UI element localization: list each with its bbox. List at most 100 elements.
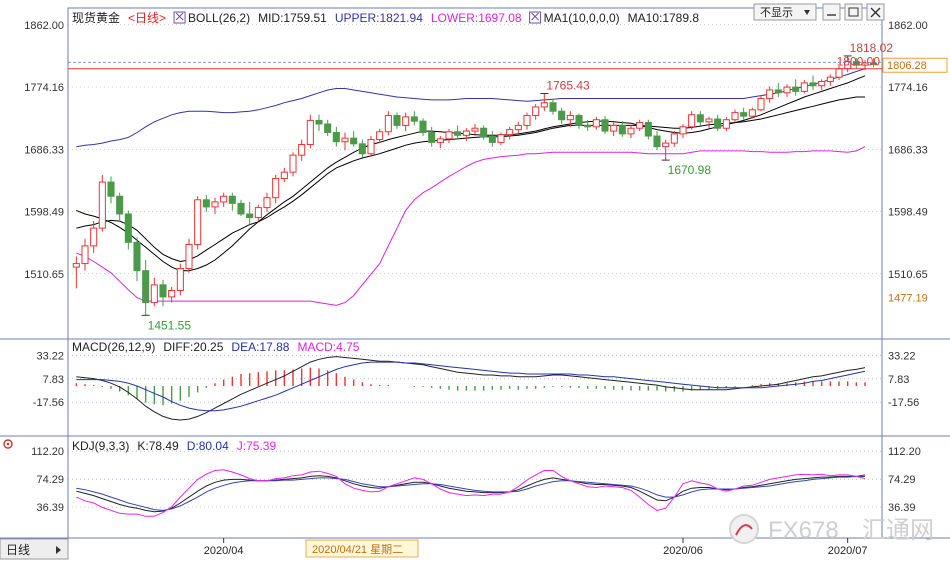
candle-down xyxy=(358,143,366,155)
macd-diff-line xyxy=(76,356,866,421)
candle-up xyxy=(298,144,306,156)
candle-down xyxy=(237,202,245,215)
indicator-icon xyxy=(175,12,184,21)
macd-dea-line xyxy=(76,361,866,412)
visibility-dropdown-label[interactable]: 不显示 xyxy=(760,6,793,19)
macd-ytick-left: 7.83 xyxy=(43,374,64,386)
candle-up xyxy=(402,116,410,126)
candle-up xyxy=(818,80,826,87)
period-selector[interactable]: <日线> xyxy=(128,11,166,25)
kdj-ytick-left: 74.29 xyxy=(36,474,64,486)
candle-up xyxy=(306,119,314,146)
low-marker-label: 1477.19 xyxy=(888,292,928,304)
kdj-j-value: J:75.39 xyxy=(237,439,277,453)
candle-up xyxy=(514,124,522,131)
candle-up xyxy=(168,290,176,298)
candle-down xyxy=(488,136,496,143)
candle-down xyxy=(792,86,800,92)
candle-up xyxy=(800,82,808,92)
candle-up xyxy=(523,114,531,126)
macd-params: MACD(26,12,9) xyxy=(72,340,155,354)
candle-up xyxy=(532,106,540,116)
candle-down xyxy=(332,131,340,143)
candle-down xyxy=(315,119,323,125)
candle-down xyxy=(644,122,652,137)
candle-up xyxy=(185,243,193,270)
kdj-ytick-right: 74.29 xyxy=(888,474,916,486)
candle-up xyxy=(748,109,756,117)
candle-up xyxy=(722,119,730,129)
candle-down xyxy=(246,213,254,219)
period-tab-label[interactable]: 日线 xyxy=(6,543,30,557)
candle-up xyxy=(627,127,635,135)
minimize-button[interactable] xyxy=(822,3,841,21)
candle-up xyxy=(254,207,262,219)
candle-up xyxy=(662,142,670,148)
candle-up xyxy=(263,197,271,209)
candle-down xyxy=(774,89,782,94)
visibility-dropdown[interactable] xyxy=(753,3,817,21)
series-upper-line xyxy=(76,68,866,148)
candle-up xyxy=(592,119,600,128)
macd-diff-value: DIFF:20.25 xyxy=(163,340,223,354)
price-ytick-left: 1774.16 xyxy=(24,82,64,94)
restore-icon xyxy=(848,7,859,17)
candle-down xyxy=(133,241,141,272)
period-tab[interactable] xyxy=(0,538,69,560)
candle-up xyxy=(540,102,548,108)
chart-frame xyxy=(67,7,883,539)
candle-down xyxy=(601,119,609,132)
candle-up xyxy=(826,76,834,82)
candle-up xyxy=(384,114,392,133)
candle-up xyxy=(272,178,280,199)
macd-ytick-right: 33.22 xyxy=(888,350,916,362)
kdj-ytick-right: 112.20 xyxy=(888,446,921,458)
candle-down xyxy=(419,120,427,133)
settings-icon[interactable] xyxy=(3,439,13,449)
candle-down xyxy=(142,270,150,304)
candle-up xyxy=(566,114,574,121)
annotation-label: 1451.55 xyxy=(148,318,192,332)
kdj-params: KDJ(9,3,3) xyxy=(72,439,129,453)
watermark-cn: 汇通网 xyxy=(862,517,934,544)
restore-button[interactable] xyxy=(844,3,863,21)
x-tick-label: 2020/06 xyxy=(663,545,703,557)
macd-ytick-left: 33.22 xyxy=(36,350,64,362)
candle-down xyxy=(549,102,557,112)
macd-ytick-left: -17.56 xyxy=(33,397,64,409)
candle-down xyxy=(809,82,817,87)
watermark-logo-mark xyxy=(735,524,753,536)
settings-icon-dot xyxy=(6,442,10,446)
x-tick-label: 2020/04 xyxy=(204,545,244,557)
candle-up xyxy=(211,201,219,208)
candle-up xyxy=(679,126,687,135)
candle-up xyxy=(436,138,444,143)
chevron-right-icon[interactable] xyxy=(56,546,61,554)
candle-up xyxy=(194,199,202,245)
kdj-ytick-right: 36.39 xyxy=(888,502,916,514)
chevron-down-icon[interactable] xyxy=(804,10,810,15)
candle-down xyxy=(410,116,418,122)
kdj-k-value: K:78.49 xyxy=(137,439,179,453)
candle-down xyxy=(159,284,167,298)
cursor-date-box xyxy=(305,539,419,558)
x-tick-label: 2020/07 xyxy=(828,545,868,557)
price-ytick-right: 1774.16 xyxy=(888,82,928,94)
price-ytick-right: 1598.49 xyxy=(888,207,928,219)
indicator-icon xyxy=(529,11,542,24)
ma10-value: MA10:1789.8 xyxy=(628,11,700,25)
candle-up xyxy=(289,154,297,173)
candle-up xyxy=(150,284,158,304)
candle-down xyxy=(393,114,401,126)
close-icon xyxy=(870,7,881,18)
candle-down xyxy=(116,195,124,215)
kdj-ytick-left: 36.39 xyxy=(36,502,64,514)
macd-ytick-right: 7.83 xyxy=(888,374,909,386)
candle-up xyxy=(783,86,791,94)
kdj-ytick-left: 112.20 xyxy=(31,446,64,458)
boll-label: BOLL(26,2) xyxy=(188,11,250,25)
candle-up xyxy=(688,114,696,128)
kdj-d-line xyxy=(76,474,866,511)
ma-label: MA1(10,0,0,0) xyxy=(544,11,620,25)
candle-up xyxy=(81,245,89,265)
